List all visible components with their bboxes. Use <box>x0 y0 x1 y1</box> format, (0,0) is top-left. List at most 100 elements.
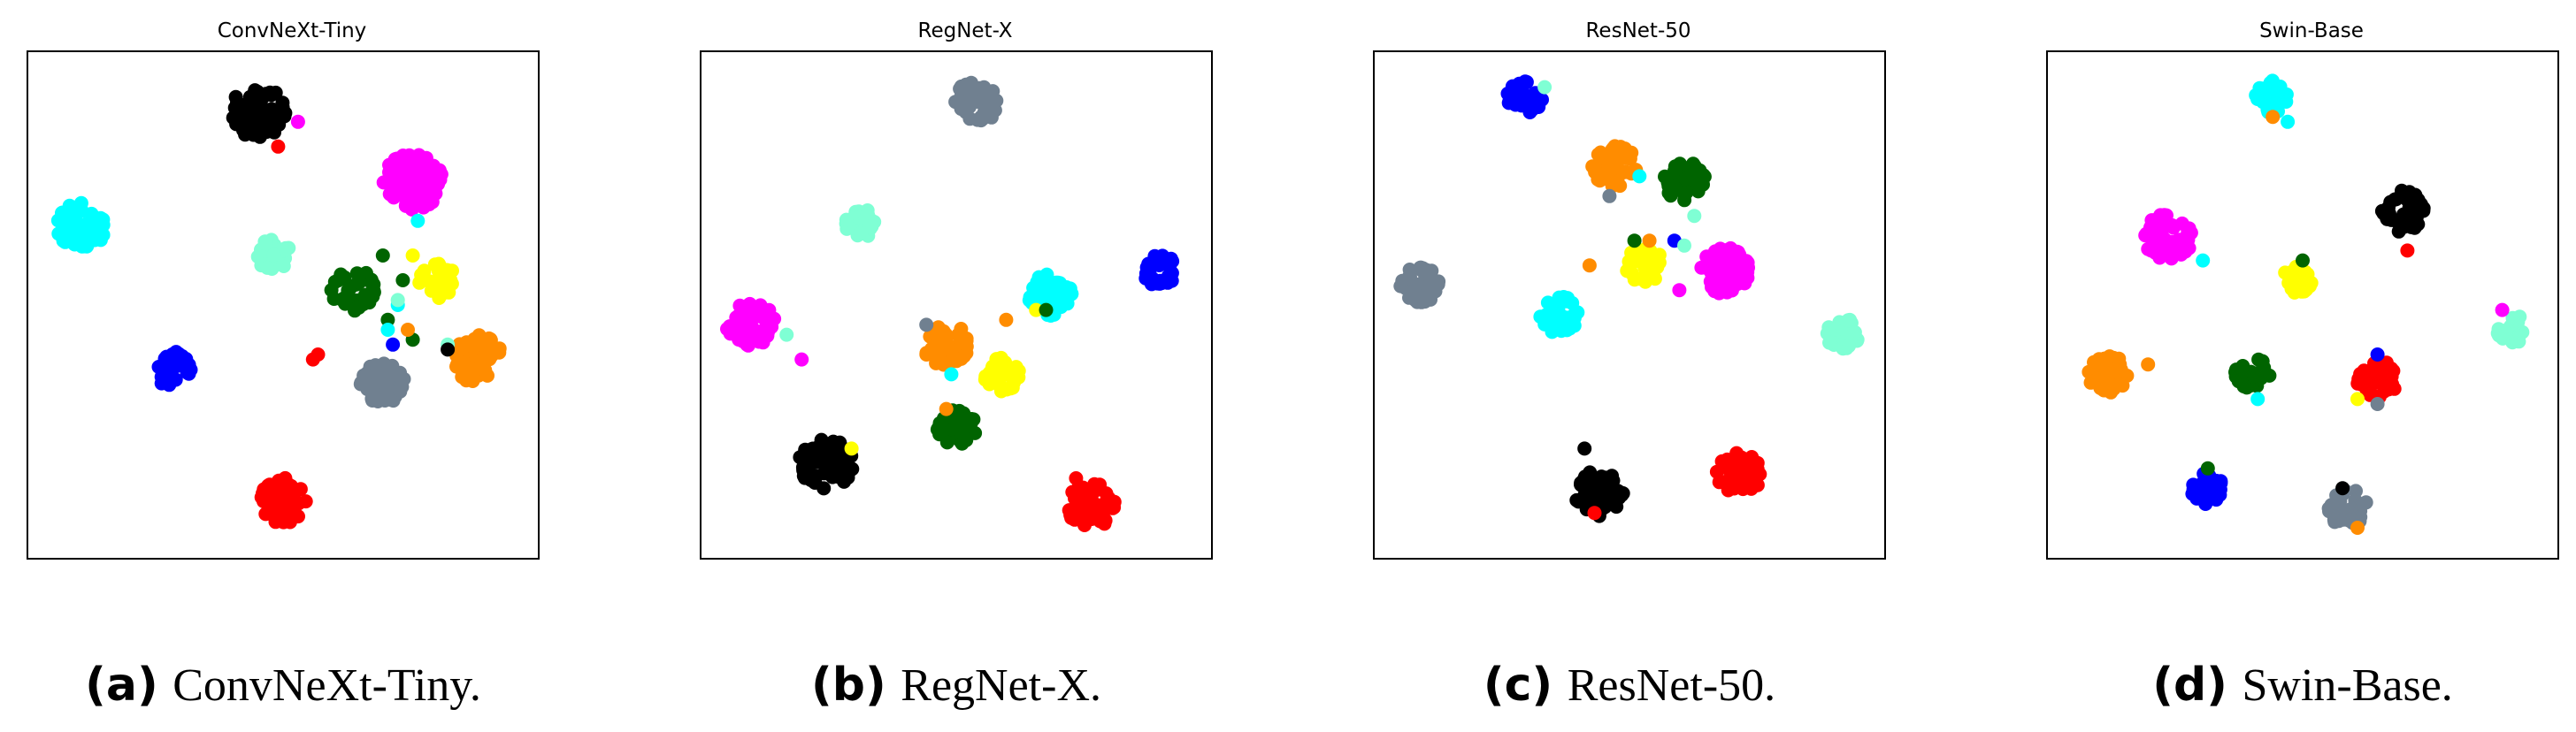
cluster <box>793 432 860 496</box>
scatter-point <box>839 212 854 227</box>
scatter-point <box>380 312 395 327</box>
cluster <box>2278 259 2319 300</box>
scatter-point <box>2495 302 2510 317</box>
cluster <box>2374 183 2431 239</box>
scatter-point <box>70 228 85 243</box>
scatter-point <box>1011 363 1026 378</box>
scatter-point <box>1508 97 1523 112</box>
caption-text: RegNet-X. <box>901 660 1101 711</box>
scatter-point <box>253 97 268 112</box>
scatter-point <box>1593 145 1608 160</box>
scatter-point <box>482 352 497 367</box>
scatter-point <box>351 300 366 315</box>
scatter-point <box>2247 369 2262 384</box>
scatter-point <box>248 87 263 102</box>
cluster <box>1658 156 1712 208</box>
scatter-point <box>1069 471 1084 485</box>
scatter-point <box>374 388 389 403</box>
scatter-point <box>2152 243 2167 258</box>
scatter-point <box>966 412 981 427</box>
scatter-point <box>2350 521 2365 535</box>
scatter-point <box>1001 381 1016 396</box>
cluster <box>2082 349 2135 400</box>
scatter-point <box>825 469 840 484</box>
scatter-point <box>945 422 960 437</box>
scatter-point <box>1552 290 1567 305</box>
scatter-point <box>1592 167 1607 182</box>
scatter-point <box>257 236 272 251</box>
scatter-point <box>933 339 948 354</box>
scatter-point <box>1107 500 1122 515</box>
scatter-point <box>365 289 380 304</box>
cluster <box>151 345 198 393</box>
cluster <box>930 403 983 451</box>
scatter-point <box>741 310 756 325</box>
plot-frame <box>1373 50 1886 560</box>
scatter-point <box>334 267 349 282</box>
scatter-point <box>229 100 244 115</box>
scatter-point <box>982 377 997 392</box>
scatter-point <box>2505 310 2520 325</box>
scatter-point <box>238 127 253 142</box>
scatter-point <box>2258 81 2273 96</box>
scatter-point <box>813 438 827 453</box>
scatter-point <box>1652 248 1667 263</box>
scatter-point <box>1592 470 1607 485</box>
scatter-point <box>802 469 817 484</box>
scatter-point <box>954 351 969 366</box>
scatter-point <box>1421 279 1435 294</box>
scatter-point <box>382 164 396 179</box>
scatter-point <box>2324 498 2339 513</box>
scatter-point <box>2353 367 2368 381</box>
cluster <box>1022 267 1079 323</box>
cluster <box>1820 312 1865 356</box>
scatter-point <box>264 102 280 117</box>
cluster <box>720 296 782 353</box>
scatter-point <box>1035 278 1050 294</box>
scatter-point <box>1822 335 1836 350</box>
scatter-point <box>822 454 837 469</box>
scatter-point <box>1714 245 1729 260</box>
cluster <box>1533 290 1585 339</box>
scatter-point <box>1029 302 1044 317</box>
scatter-point <box>63 201 78 216</box>
chart-title: RegNet-X <box>917 19 1013 42</box>
scatter-point <box>54 215 69 230</box>
scatter-point <box>993 353 1008 368</box>
scatter-point <box>985 84 1000 99</box>
cluster <box>1585 139 1644 194</box>
scatter-point <box>416 164 431 179</box>
scatter-point <box>1072 490 1087 505</box>
scatter-point <box>418 150 433 165</box>
scatter-point <box>859 209 874 224</box>
scatter-point <box>2395 183 2409 198</box>
plot-frame <box>700 50 1213 560</box>
scatter-point <box>797 452 812 466</box>
scatter-point <box>2087 355 2101 370</box>
scatter-point <box>1635 251 1650 266</box>
scatter-point <box>170 358 184 372</box>
scatter-point <box>982 366 997 380</box>
scatter-point <box>1410 288 1425 303</box>
scatter-point <box>2266 110 2281 125</box>
scatter-point <box>382 187 397 202</box>
scatter-point <box>2288 277 2304 292</box>
cluster <box>1620 241 1667 289</box>
scatter-point <box>2262 368 2277 383</box>
caption-label: (d) <box>2152 659 2227 712</box>
scatter-point <box>379 365 394 380</box>
scatter-point <box>1687 209 1702 224</box>
scatter-point <box>1551 313 1566 328</box>
cluster <box>353 356 411 408</box>
scatter-point <box>389 155 404 170</box>
scatter-point <box>1581 489 1595 504</box>
panel-convnext-tiny: ConvNeXt-Tiny (a) ConvNeXt-Tiny. <box>27 0 557 732</box>
scatter-point <box>1730 245 1745 260</box>
scatter-point <box>441 277 456 292</box>
scatter-point <box>1141 256 1156 271</box>
scatter-point <box>753 298 768 313</box>
cluster <box>1138 248 1180 292</box>
scatter-point <box>324 283 339 298</box>
chart-title: Swin-Base <box>2259 19 2364 42</box>
scatter-point <box>386 337 401 352</box>
